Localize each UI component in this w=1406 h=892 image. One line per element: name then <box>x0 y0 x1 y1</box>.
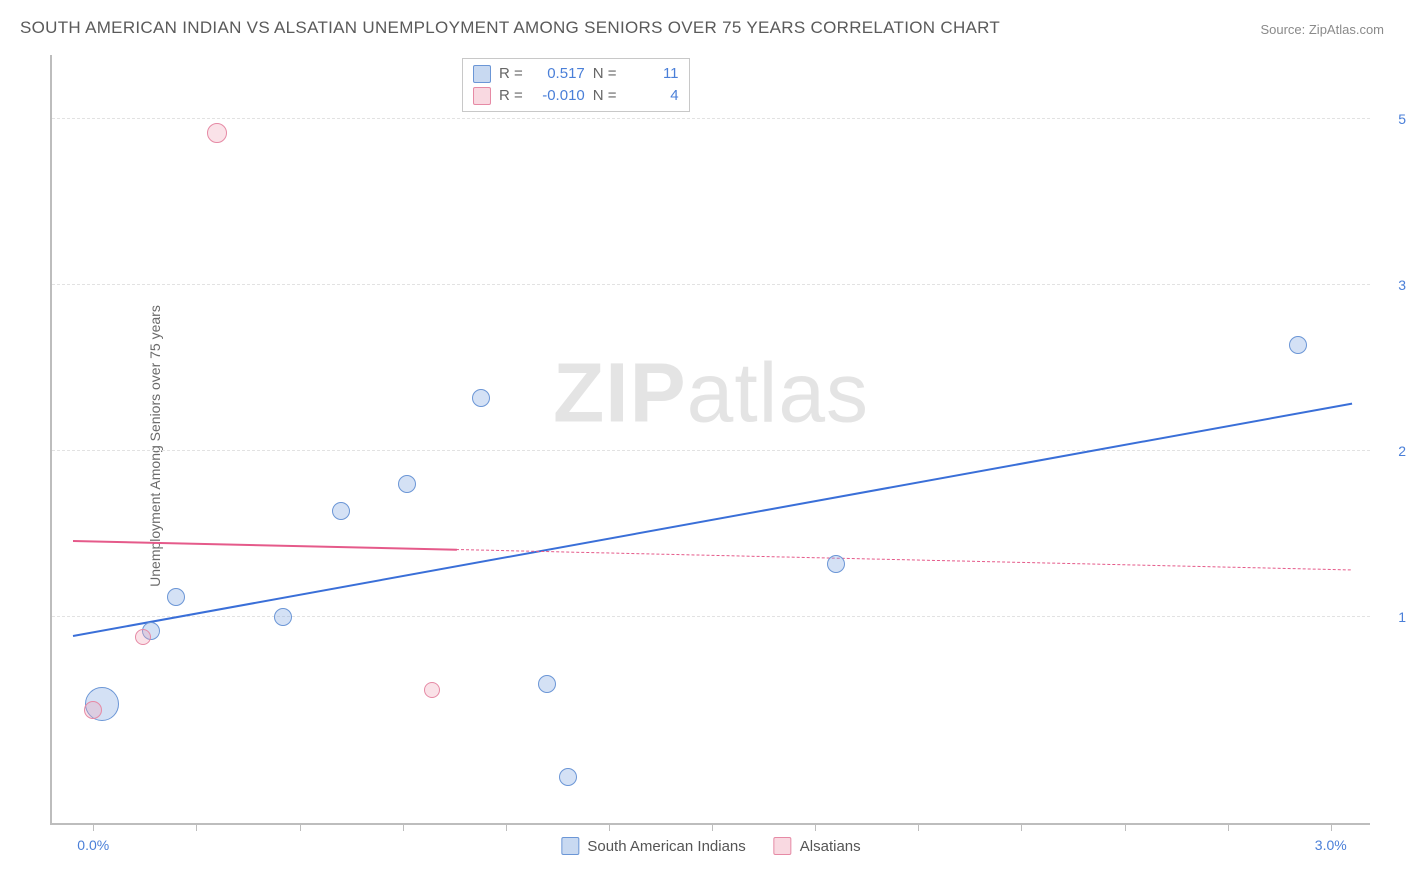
data-point <box>207 123 227 143</box>
x-tick <box>609 823 610 831</box>
x-tick <box>712 823 713 831</box>
r-label: R = <box>499 85 523 107</box>
x-tick <box>1125 823 1126 831</box>
swatch-pink-icon <box>774 837 792 855</box>
legend-label-pink: Alsatians <box>800 838 861 855</box>
x-tick <box>93 823 94 831</box>
y-tick-label: 50.0% <box>1378 111 1406 127</box>
y-tick-label: 25.0% <box>1378 443 1406 459</box>
trend-line <box>456 549 1351 570</box>
x-tick <box>1228 823 1229 831</box>
x-tick <box>506 823 507 831</box>
chart-title: SOUTH AMERICAN INDIAN VS ALSATIAN UNEMPL… <box>20 18 1000 38</box>
x-tick <box>300 823 301 831</box>
x-tick-label: 3.0% <box>1315 837 1347 853</box>
plot-area: ZIPatlas R = 0.517 N = 11 R = -0.010 N =… <box>50 55 1370 825</box>
bottom-legend: South American Indians Alsatians <box>561 837 860 855</box>
data-point <box>332 502 350 520</box>
data-point <box>398 475 416 493</box>
data-point <box>84 701 102 719</box>
n-value-pink: 4 <box>625 85 679 107</box>
watermark: ZIPatlas <box>553 344 869 441</box>
n-value-blue: 11 <box>625 63 679 85</box>
gridline <box>52 118 1370 119</box>
n-label: N = <box>593 85 617 107</box>
x-tick <box>403 823 404 831</box>
swatch-blue-icon <box>473 65 491 83</box>
chart-container: SOUTH AMERICAN INDIAN VS ALSATIAN UNEMPL… <box>0 0 1406 892</box>
data-point <box>274 608 292 626</box>
x-tick-label: 0.0% <box>77 837 109 853</box>
data-point <box>538 675 556 693</box>
r-value-pink: -0.010 <box>531 85 585 107</box>
r-label: R = <box>499 63 523 85</box>
data-point <box>472 389 490 407</box>
y-tick-label: 37.5% <box>1378 277 1406 293</box>
stats-row-pink: R = -0.010 N = 4 <box>473 85 679 107</box>
stats-legend-box: R = 0.517 N = 11 R = -0.010 N = 4 <box>462 58 690 112</box>
data-point <box>827 555 845 573</box>
gridline <box>52 450 1370 451</box>
watermark-rest: atlas <box>687 345 869 439</box>
data-point <box>424 682 440 698</box>
x-tick <box>1021 823 1022 831</box>
legend-label-blue: South American Indians <box>587 838 745 855</box>
data-point <box>559 768 577 786</box>
data-point <box>167 588 185 606</box>
x-tick <box>196 823 197 831</box>
trend-line <box>73 540 457 551</box>
data-point <box>1289 336 1307 354</box>
data-point <box>135 629 151 645</box>
x-tick <box>1331 823 1332 831</box>
swatch-blue-icon <box>561 837 579 855</box>
legend-item-pink: Alsatians <box>774 837 861 855</box>
x-tick <box>918 823 919 831</box>
trend-line <box>72 403 1351 637</box>
stats-row-blue: R = 0.517 N = 11 <box>473 63 679 85</box>
legend-item-blue: South American Indians <box>561 837 745 855</box>
n-label: N = <box>593 63 617 85</box>
gridline <box>52 616 1370 617</box>
swatch-pink-icon <box>473 87 491 105</box>
x-tick <box>815 823 816 831</box>
r-value-blue: 0.517 <box>531 63 585 85</box>
y-tick-label: 12.5% <box>1378 609 1406 625</box>
watermark-bold: ZIP <box>553 345 687 439</box>
gridline <box>52 284 1370 285</box>
source-label: Source: ZipAtlas.com <box>1260 22 1384 37</box>
